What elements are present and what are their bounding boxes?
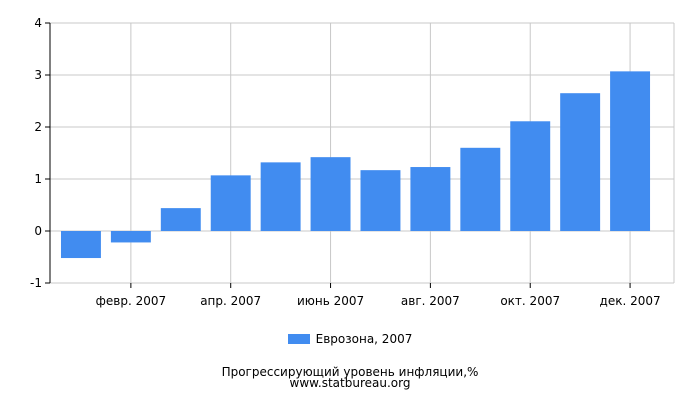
- y-tick-label: 3: [34, 68, 42, 82]
- bar: [560, 93, 601, 231]
- axes: [45, 22, 631, 288]
- bar: [310, 157, 351, 231]
- bar: [610, 71, 651, 231]
- legend-swatch: [287, 334, 310, 344]
- x-tick-labels: февр. 2007 апр. 2007 июнь 2007 авг. 2007 окт…: [96, 294, 661, 308]
- y-tick-label: 4: [34, 16, 42, 30]
- x-tick-label: окт. 2007: [500, 294, 560, 308]
- x-tick-label: дек. 2007: [600, 294, 661, 308]
- x-tick-label: апр. 2007: [200, 294, 261, 308]
- y-tick-label: 0: [34, 224, 42, 238]
- bars: [60, 71, 651, 259]
- bar: [360, 170, 401, 231]
- gridlines: [50, 22, 675, 284]
- y-tick-label: -1: [30, 276, 42, 290]
- source-text: www.statbureau.org: [289, 376, 411, 390]
- bar: [210, 175, 251, 231]
- bar: [260, 162, 301, 231]
- bar: [60, 231, 101, 259]
- bar: [410, 167, 451, 231]
- y-tick-label: 2: [34, 120, 42, 134]
- chart-caption: Прогрессирующий уровень инфляции,%: [221, 365, 479, 379]
- y-tick-label: 1: [34, 172, 42, 186]
- bar: [160, 208, 201, 231]
- legend-label: Еврозона, 2007: [315, 332, 413, 346]
- legend: Еврозона, 2007: [0, 332, 700, 347]
- x-tick-label: февр. 2007: [96, 294, 167, 308]
- x-tick-label: июнь 2007: [297, 294, 364, 308]
- bar: [110, 231, 151, 243]
- bar: [510, 121, 551, 231]
- y-tick-labels: -1 0 1 2 3 4: [30, 16, 42, 290]
- x-tick-label: авг. 2007: [401, 294, 460, 308]
- bar: [460, 147, 501, 231]
